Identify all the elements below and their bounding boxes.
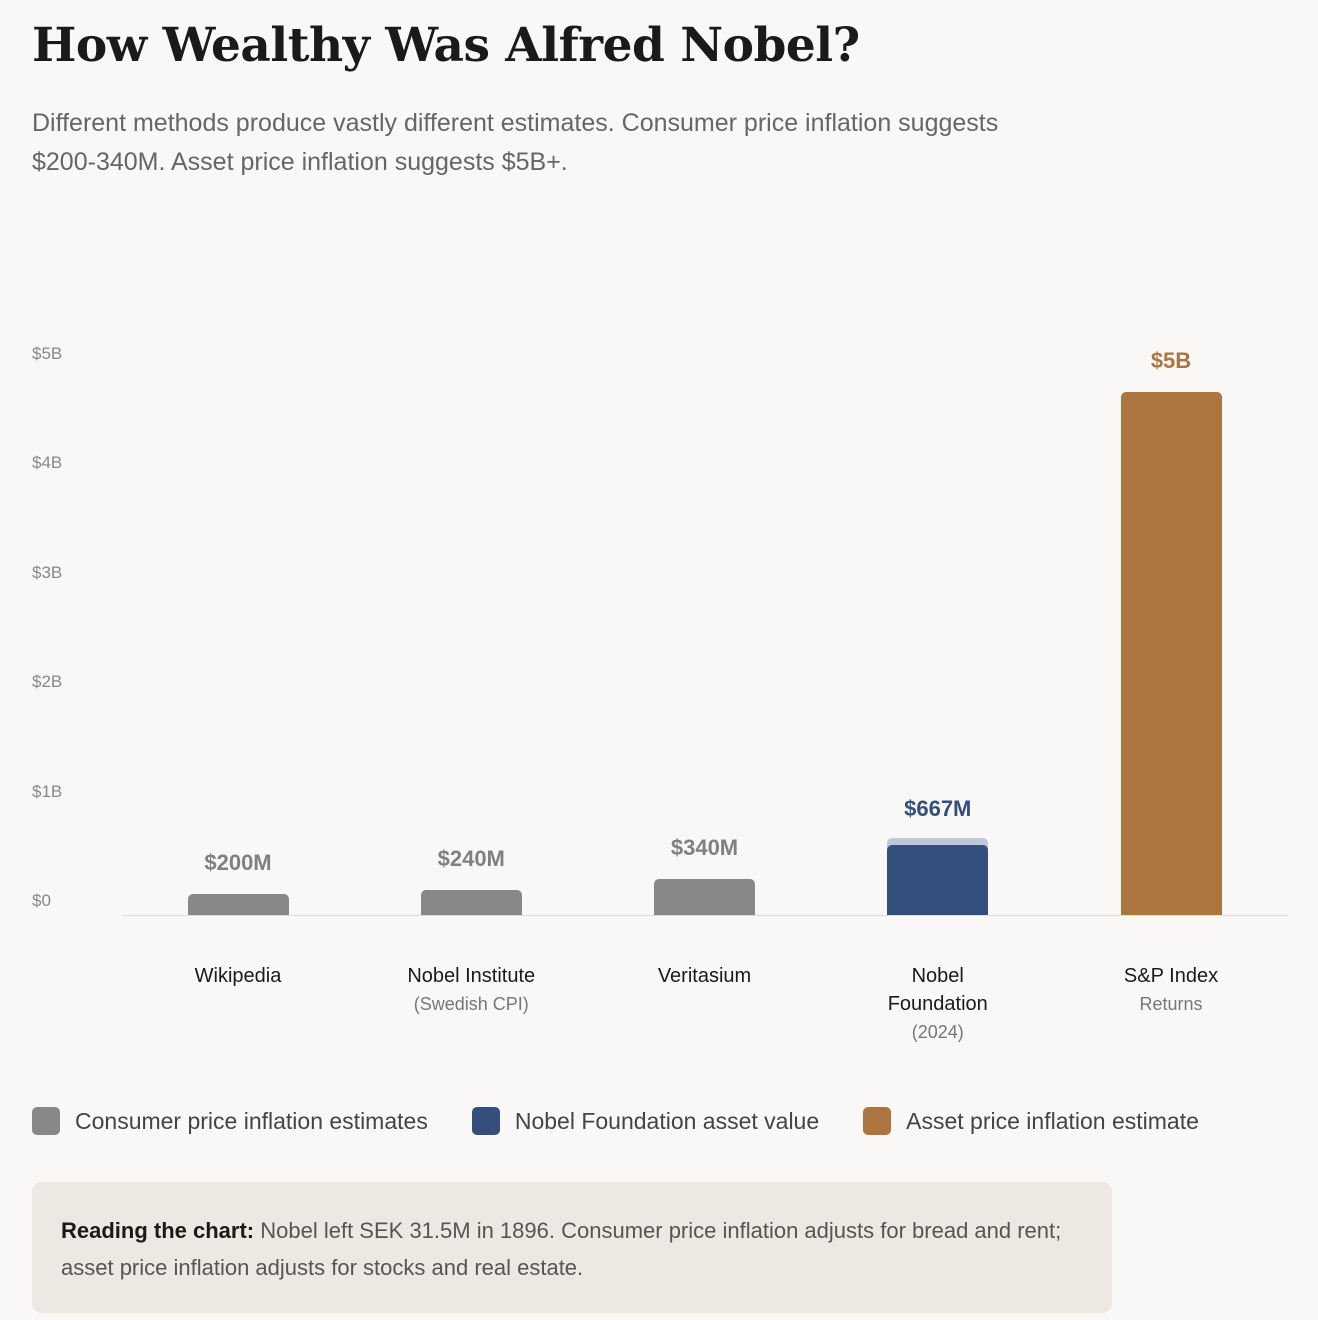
legend-swatch-icon bbox=[471, 1107, 500, 1135]
bar-value-label: $200M bbox=[204, 850, 272, 876]
category-label: Veritasium bbox=[605, 962, 805, 990]
category-label: Nobel Foundation (2024) bbox=[838, 962, 1038, 1046]
bar-veritasium bbox=[654, 879, 755, 915]
category-sublabel: (2024) bbox=[911, 1022, 964, 1042]
bar-value-label: $5B bbox=[1150, 348, 1192, 373]
category-name: S&P Index bbox=[1123, 965, 1219, 987]
category-label: Nobel Institute (Swedish CPI) bbox=[371, 962, 571, 1018]
category-sublabel: (Swedish CPI) bbox=[413, 994, 529, 1014]
bar-nobel-foundation bbox=[887, 845, 989, 915]
legend: Consumer price inflation estimates Nobel … bbox=[32, 1107, 1199, 1135]
y-tick-label: $4B bbox=[32, 453, 63, 473]
y-tick-label: $1B bbox=[32, 781, 63, 801]
legend-swatch-icon bbox=[863, 1107, 892, 1135]
category-name: Nobel Foundation bbox=[887, 965, 988, 1015]
bar-wikipedia bbox=[187, 894, 289, 915]
chart-subtitle: Different methods produce vastly differe… bbox=[32, 109, 999, 176]
y-tick-label: $3B bbox=[32, 562, 63, 582]
legend-item: Consumer price inflation estimates bbox=[32, 1107, 428, 1135]
note-text: Nobel left SEK 31.5M in 1896. Consumer p… bbox=[61, 1218, 1062, 1280]
legend-item: Nobel Foundation asset value bbox=[471, 1107, 820, 1135]
reading-note: Reading the chart: Nobel left SEK 31.5M … bbox=[32, 1182, 1112, 1313]
category-name: Veritasium bbox=[657, 965, 752, 987]
bar-value-label: $240M bbox=[437, 845, 505, 871]
category-label: S&P Index Returns bbox=[1071, 962, 1271, 1018]
chart-title: How Wealthy Was Alfred Nobel? bbox=[32, 18, 860, 73]
y-tick-label: $2B bbox=[32, 672, 63, 692]
y-tick-label: $5B bbox=[32, 344, 63, 363]
legend-label: Consumer price inflation estimates bbox=[75, 1107, 428, 1134]
x-axis-baseline bbox=[122, 915, 1288, 916]
bar-nobel-institute bbox=[420, 889, 522, 915]
note-heading: Reading the chart: bbox=[61, 1218, 255, 1243]
category-name: Nobel Institute bbox=[407, 965, 536, 987]
bar-s-p-index bbox=[1120, 392, 1222, 915]
bar-value-label: $340M bbox=[670, 835, 739, 861]
legend-swatch-icon bbox=[32, 1107, 60, 1135]
legend-label: Nobel Foundation asset value bbox=[514, 1107, 820, 1134]
category-label: Wikipedia bbox=[138, 962, 338, 990]
category-sublabel: Returns bbox=[1139, 994, 1203, 1014]
bar-value-label: $667M bbox=[904, 796, 972, 822]
legend-label: Asset price inflation estimate bbox=[906, 1107, 1199, 1134]
category-name: Wikipedia bbox=[194, 965, 282, 987]
y-tick-label: $0 bbox=[32, 891, 51, 910]
legend-item: Asset price inflation estimate bbox=[863, 1107, 1199, 1135]
